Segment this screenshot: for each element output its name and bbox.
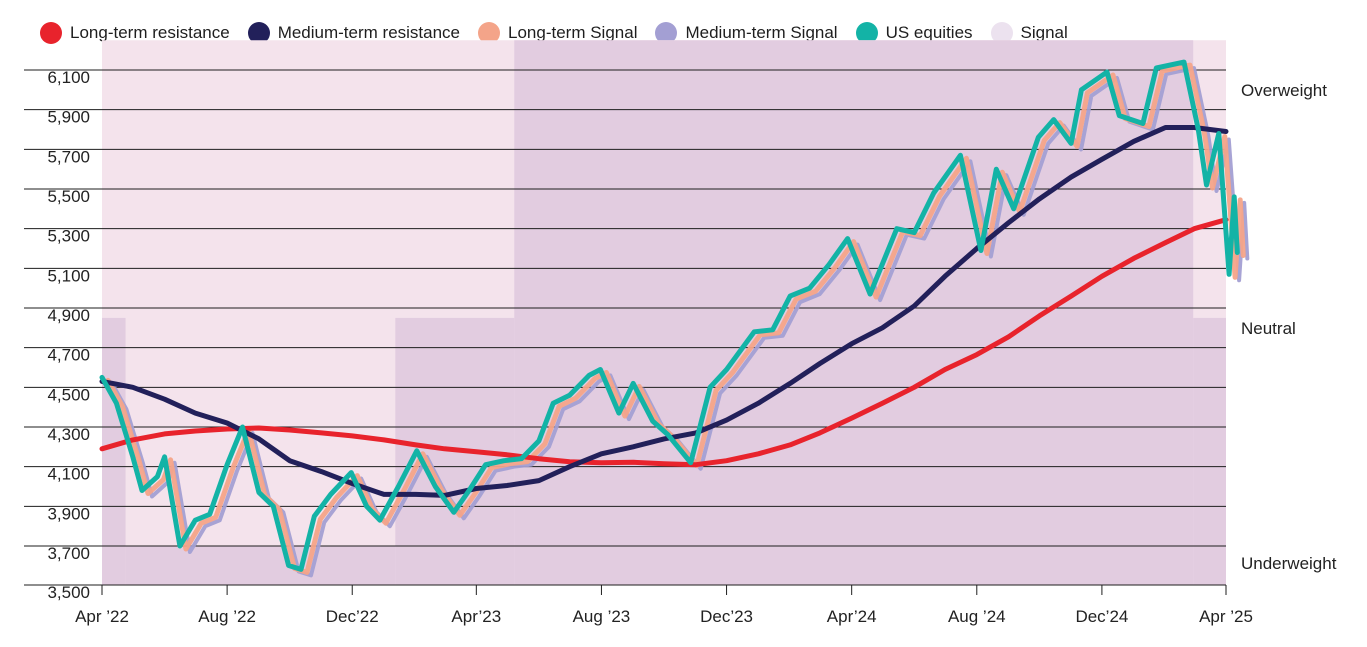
signal-segment [514,40,1194,585]
x-tick-label: Apr’23 [451,607,501,626]
x-tick-label: Dec’23 [700,607,753,626]
signal-level-label: Neutral [1241,319,1296,338]
legend-item-long-term-resistance: Long-term resistance [40,22,230,44]
y-tick-label: 4,700 [47,346,90,365]
x-tick-label: Aug ’24 [948,607,1006,626]
x-tick-label: Aug ’22 [198,607,256,626]
x-tick-label: Apr ’22 [75,607,129,626]
y-tick-label: 4,500 [47,385,90,404]
signal-segment [102,317,126,585]
y-tick-label: 4,900 [47,306,90,325]
legend-label: US equities [885,23,973,42]
us-equities-line [99,59,1240,572]
legend-item-long-term-signal: Long-term Signal [478,22,637,44]
legend-swatch [990,22,1013,44]
long-term-resistance-line [99,217,1229,468]
signal-segment [1193,317,1226,585]
y-tick-label: 4,100 [47,465,90,484]
x-tick-label: Apr’24 [827,607,877,626]
legend-label: Long-term resistance [70,23,230,42]
signal-level-label: Underweight [1241,554,1337,573]
signal-area [102,40,1226,585]
y-tick-label: 5,700 [47,147,90,166]
y-tick-label: 4,300 [47,425,90,444]
legend-swatch [40,22,62,44]
y-tick-label: 5,500 [47,187,90,206]
y-tick-label: 3,500 [47,583,90,602]
x-tick-label: Dec’24 [1075,607,1128,626]
legend-item-medium-term-signal: Medium-term Signal [655,22,838,44]
legend-swatch [247,22,270,44]
axes: 6,100 5,900 5,700 5,500 5,300 5,100 4,900 4,700… [24,68,1337,626]
x-tick-label: Apr ’25 [1199,607,1253,626]
y-tick-label: 5,300 [47,227,90,246]
chart-legend: Long-term resistance Medium-term resista… [40,22,1068,44]
legend-item-signal: Signal [990,22,1068,44]
signal-segment [125,546,396,585]
y-tick-label: 5,100 [47,266,90,285]
medium-term-resistance-line [99,125,1229,498]
legend-swatch [855,22,878,44]
legend-swatch [478,22,501,44]
y-tick-label: 6,100 [47,68,90,87]
y-tick-label: 3,900 [47,504,90,523]
signal-level-label: Overweight [1241,81,1327,100]
legend-label: Long-term Signal [508,23,638,42]
series-lines [99,59,1250,578]
x-tick-label: Aug ’23 [573,607,631,626]
legend-label: Medium-term Signal [685,23,838,42]
legend-item-medium-term-resistance: Medium-term resistance [247,22,461,44]
legend-label: Medium-term resistance [277,23,461,42]
legend-swatch [655,22,678,44]
y-tick-label: 5,900 [47,108,90,127]
x-tick-label: Dec’22 [326,607,379,626]
y-tick-label: 3,700 [47,544,90,563]
legend-label: Signal [1020,23,1068,42]
legend-item-us-equities: US equities [855,22,973,44]
